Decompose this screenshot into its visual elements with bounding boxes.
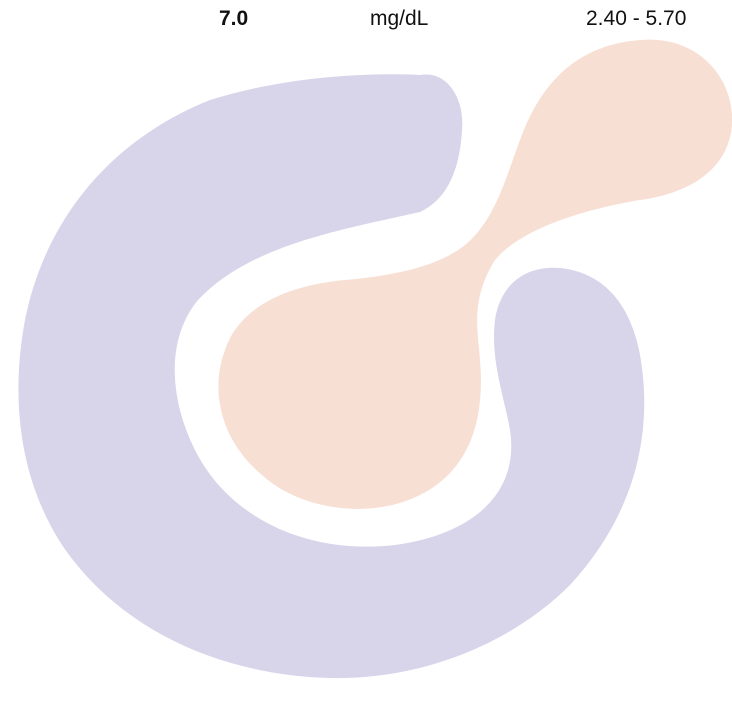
result-unit: mg/dL <box>370 7 429 30</box>
reference-range: 2.40 - 5.70 <box>586 7 687 30</box>
logo-watermark-drop-shape <box>218 39 732 509</box>
logo-watermark-ring-shape <box>18 74 645 679</box>
result-row: 7.0 mg/dL 2.40 - 5.70 <box>0 0 732 40</box>
result-value: 7.0 <box>219 7 249 30</box>
